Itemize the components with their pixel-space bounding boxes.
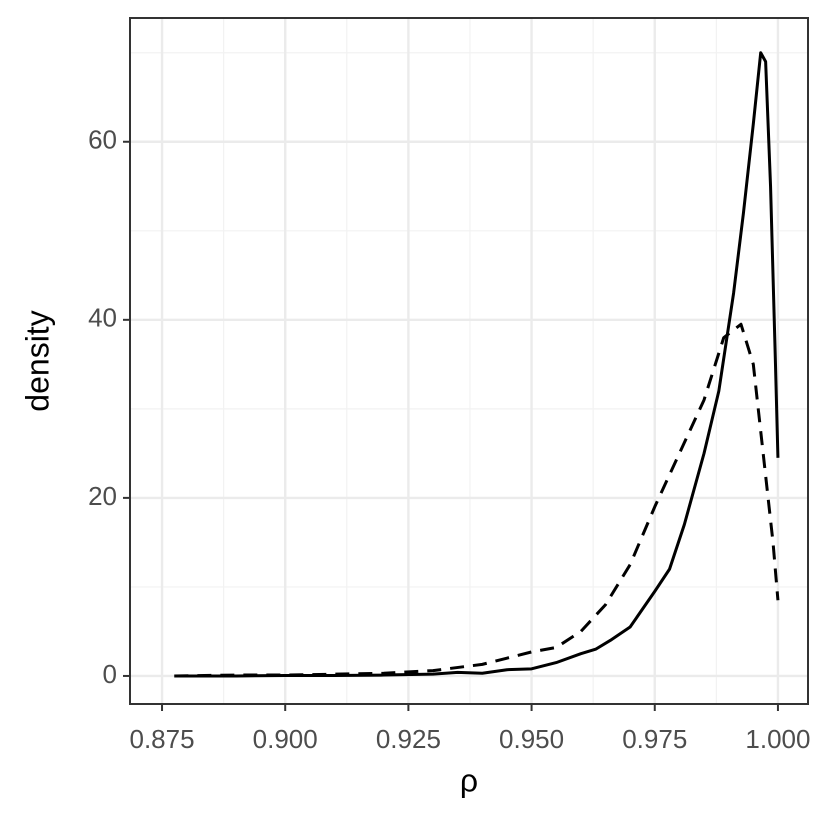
x-tick-label: 0.975 — [622, 724, 687, 754]
density-line — [174, 51, 780, 678]
x-tick-label: 0.875 — [129, 724, 194, 754]
y-tick-label: 20 — [88, 481, 117, 511]
x-axis-title: ρ — [460, 762, 478, 798]
density-line — [174, 322, 780, 678]
y-tick-label: 40 — [88, 303, 117, 333]
y-axis-title: density — [19, 310, 55, 411]
x-tick-label: 0.925 — [376, 724, 441, 754]
y-tick-label: 60 — [88, 125, 117, 155]
y-tick-label: 0 — [103, 659, 117, 689]
x-tick-label: 0.950 — [499, 724, 564, 754]
plot-background — [130, 18, 808, 704]
x-tick-label: 0.900 — [253, 724, 318, 754]
plot-border — [129, 17, 809, 705]
x-tick-label: 1.000 — [745, 724, 810, 754]
